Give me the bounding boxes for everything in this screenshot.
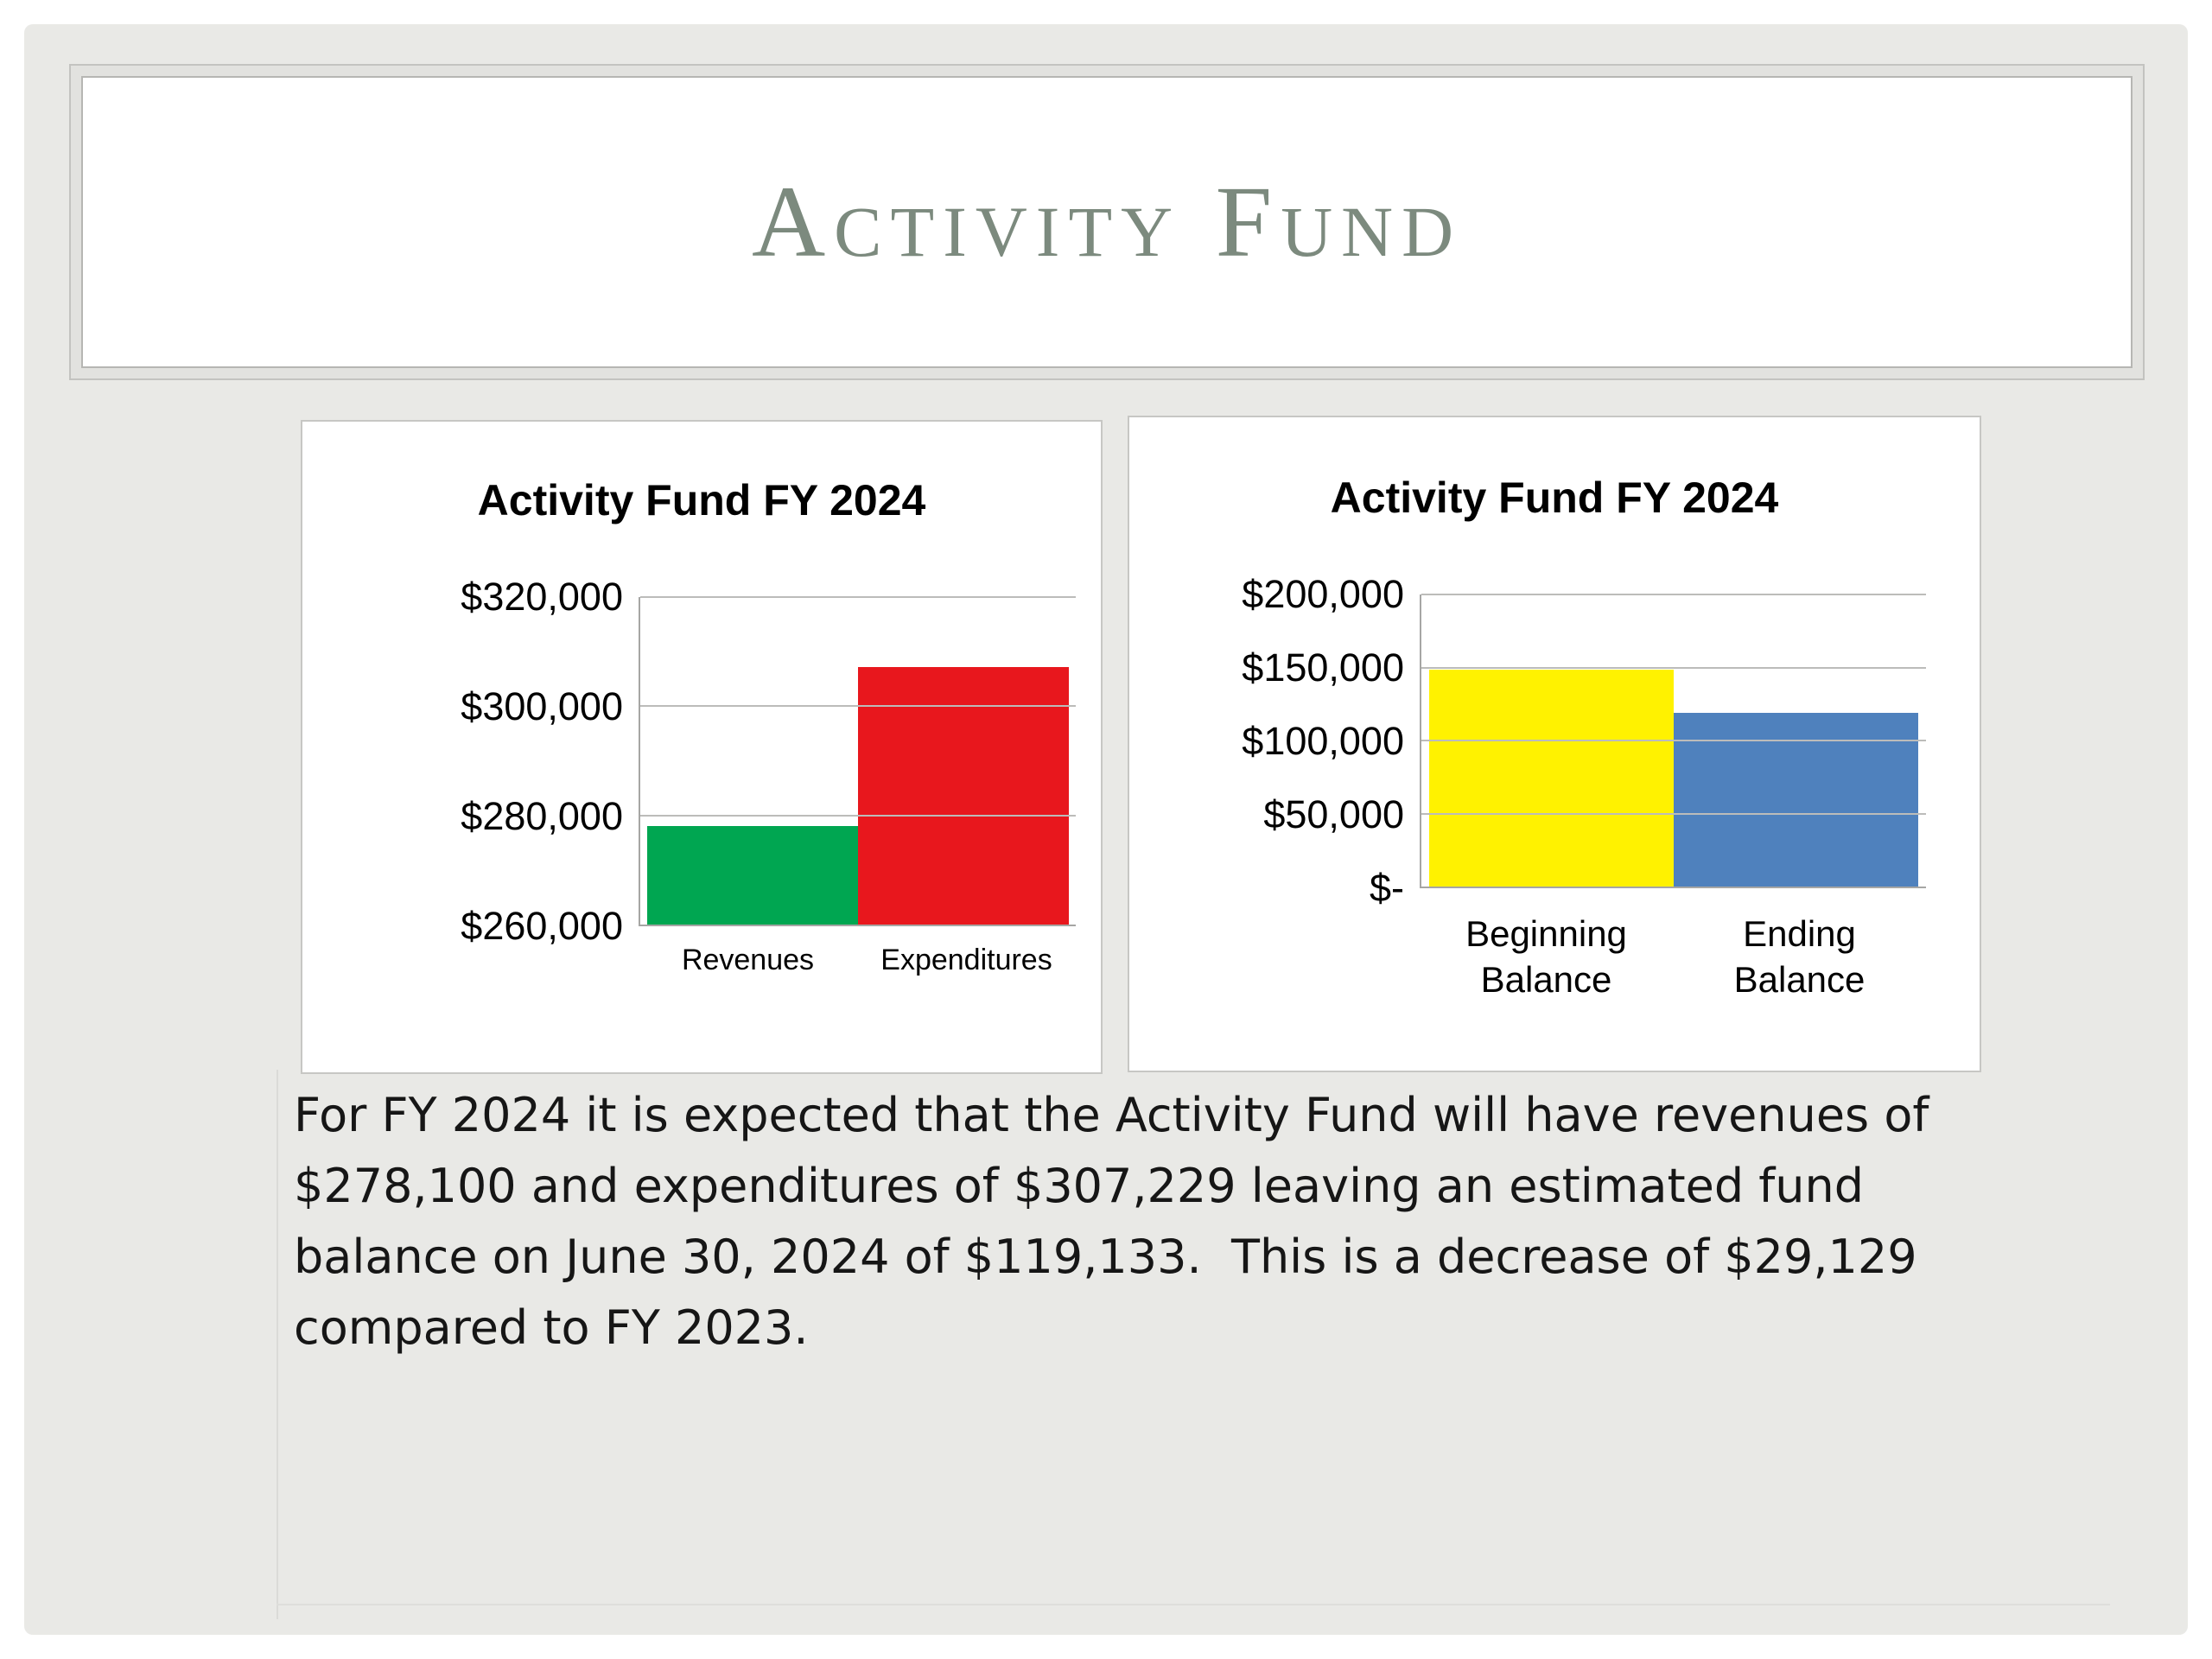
y-axis-labels: $- $50,000 $100,000 $150,000 $200,000: [1129, 572, 1404, 910]
y-axis-tick-label: $100,000: [1242, 719, 1404, 763]
gridline: [1421, 812, 1926, 815]
chart-title: Activity Fund FY 2024: [477, 476, 926, 524]
title-box: Activity Fund: [69, 64, 2145, 380]
x-axis-category-label: Ending Balance: [1733, 913, 1866, 1000]
y-axis-tick-label: $150,000: [1242, 645, 1404, 690]
revenues-bar: [646, 825, 858, 925]
slide-title: Activity Fund: [751, 165, 1463, 278]
ending-balance-bar: [1674, 712, 1919, 887]
chart-panel-fund-balance: Activity Fund FY 2024 $- $50,000 $100,000 $…: [1128, 416, 1981, 1072]
y-axis-tick-label: $320,000: [461, 575, 623, 619]
gridline: [640, 596, 1076, 598]
plot-area: [639, 596, 1076, 926]
chart-title: Activity Fund FY 2024: [1330, 474, 1779, 522]
gridline: [640, 705, 1076, 708]
y-axis-tick-label: $200,000: [1242, 572, 1404, 616]
x-axis-labels: Beginning Balance Ending Balance: [1420, 912, 1926, 1002]
y-axis-tick-label: $-: [1369, 866, 1404, 910]
chart-panel-revenues-expenditures: Activity Fund FY 2024 $260,000 $280,000 $3…: [301, 420, 1103, 1074]
gridline: [1421, 666, 1926, 669]
slide: Activity Fund Activity Fund FY 2024 $260…: [24, 24, 2188, 1635]
bars: [1428, 594, 1919, 887]
expenditures-bar: [858, 666, 1070, 925]
y-axis-tick-label: $260,000: [461, 904, 623, 948]
y-axis-tick-label: $280,000: [461, 794, 623, 838]
beginning-balance-bar: [1428, 670, 1674, 887]
gridline: [640, 814, 1076, 817]
theme-vertical-line: [276, 1070, 278, 1619]
y-axis-tick-label: $50,000: [1263, 792, 1404, 836]
title-box-inner: Activity Fund: [81, 76, 2133, 368]
y-axis-labels: $260,000 $280,000 $300,000 $320,000: [302, 575, 623, 948]
gridline: [1421, 594, 1926, 595]
x-axis-category-label: Beginning Balance: [1465, 913, 1627, 1000]
plot-area: [1420, 594, 1926, 888]
x-axis-category-label: Revenues: [681, 944, 815, 976]
theme-horizontal-line: [276, 1604, 2110, 1605]
x-axis-category-label: Expenditures: [880, 944, 1052, 976]
bars: [646, 597, 1070, 925]
x-axis-labels: Revenues Expenditures: [639, 942, 1076, 979]
body-text: For FY 2024 it is expected that the Acti…: [294, 1088, 1944, 1356]
gridline: [1421, 740, 1926, 741]
y-axis-tick-label: $300,000: [461, 684, 623, 728]
